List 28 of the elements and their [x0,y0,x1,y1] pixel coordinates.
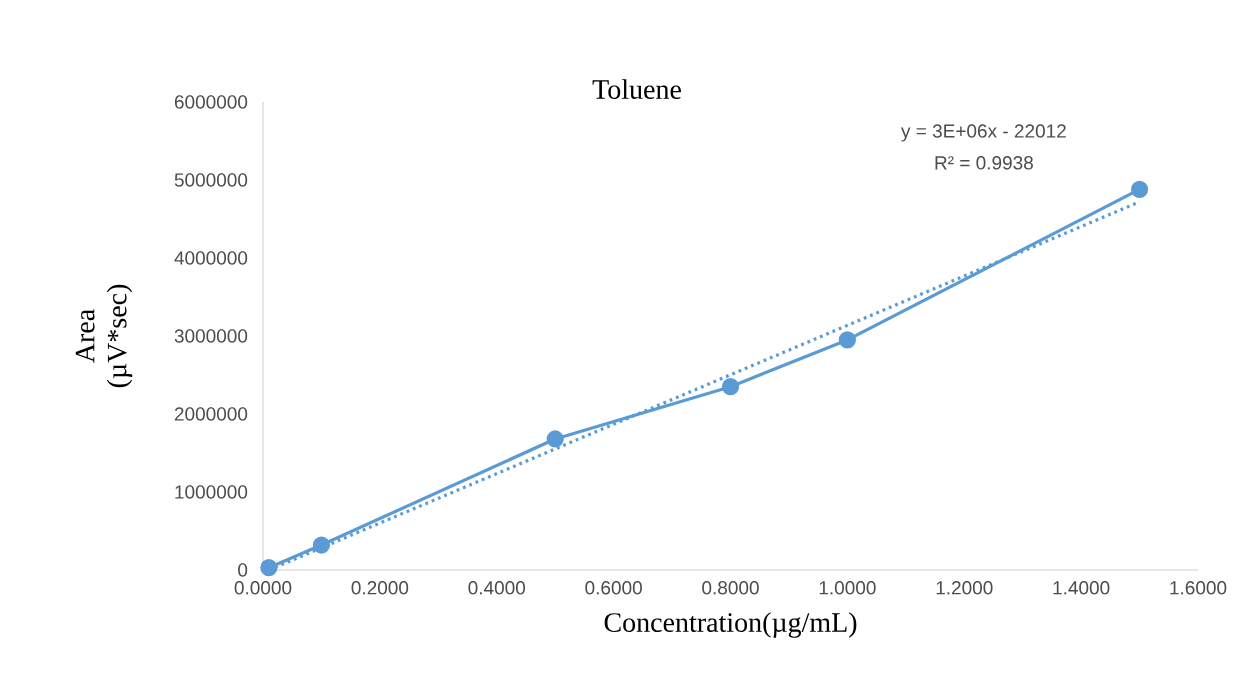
x-tick-label: 1.0000 [819,581,876,595]
point [546,430,564,448]
point [312,536,331,554]
y-tick-label: 5000000 [174,173,248,187]
point [260,559,278,577]
annotation: y = 3E+06x - 22012 [900,124,1066,142]
point [721,378,740,396]
x-tick-label: 1.4000 [1053,581,1110,595]
y-tick-label: 4000000 [174,251,248,265]
x-tick-label: 0.4000 [468,581,526,595]
point [1130,180,1149,198]
y-tick-label: 2000000 [174,407,248,421]
text: Area [75,309,95,363]
y-tick-label: 0 [238,563,248,577]
x-tick-label: 1.6000 [1170,581,1227,595]
x-tick-label: 1.2000 [936,581,993,595]
x-tick-label: 0.0000 [234,581,292,595]
point [838,331,856,349]
chart-title: Toluene [592,79,681,99]
annotation: R² = 0.9938 [935,156,1033,170]
x-tick-label: 0.2000 [351,581,409,595]
x-axis-title: Concentration(µg/mL) [604,612,857,638]
y-tick-label: 3000000 [174,329,248,343]
y-tick-label: 6000000 [174,95,248,109]
x-tick-label: 0.6000 [585,581,642,595]
y-tick-label: 1000000 [175,485,248,499]
text: (µV*sec) [106,284,133,388]
x-tick-label: 0.8000 [702,581,759,595]
